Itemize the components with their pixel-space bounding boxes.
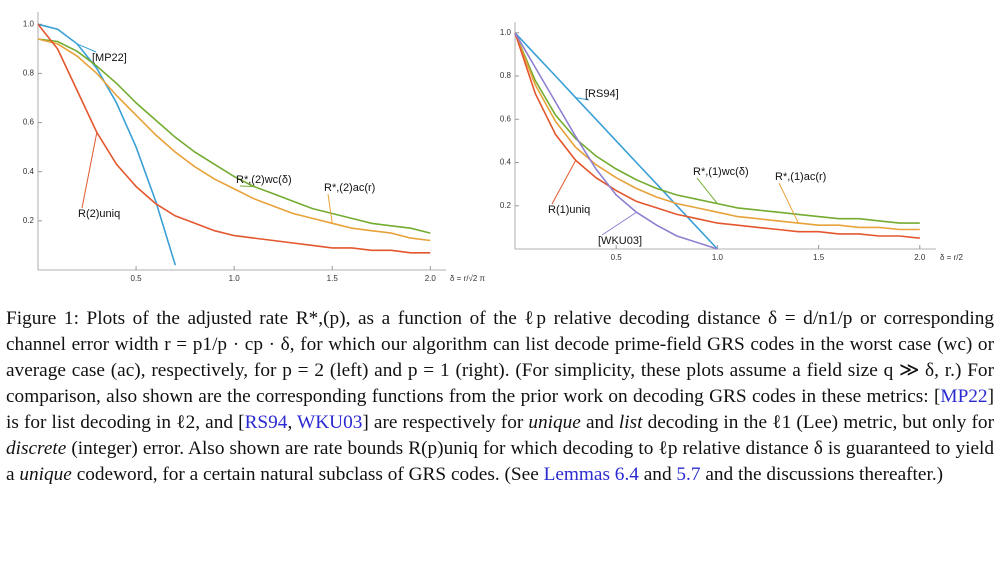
series-label: [WKU03] [598,235,642,247]
x-tick-label: 2.0 [914,253,926,262]
annotation-leader [327,193,333,224]
x-tick-label: 1.0 [229,274,241,283]
y-tick-label: 1.0 [23,19,35,28]
figure: 0.2 0.4 0.6 0.8 1.0 0.5 1.0 1.5 2.0 δ = r/√2 π [MP… [23,12,963,283]
caption-text: codeword, for a certain natural subclass… [71,464,544,485]
caption-text: , [287,412,298,433]
annotation-leader [696,177,718,204]
x-tick-label: 1.5 [327,274,339,283]
y-tick-label: 0.2 [23,216,35,225]
series-line [514,32,920,224]
caption-text: unique [19,464,72,485]
caption-text: unique [528,412,581,433]
caption-text: ] are respectively for [362,412,529,433]
series-label: R*,(1)wc(δ) [693,166,749,178]
series-line [37,38,431,242]
caption-text: ] is for list decoding in ℓ2, and [ [6,386,994,433]
y-tick-label: 1.0 [500,28,512,37]
series-line [37,38,431,234]
caption-link[interactable]: MP22 [940,386,988,407]
series-line [514,32,920,239]
caption-link[interactable]: WKU03 [297,412,363,433]
caption-text: and the discussions thereafter.) [700,464,944,485]
caption-link[interactable]: 5.7 [676,464,701,485]
series-label: R(2)uniq [78,208,120,220]
y-tick-label: 0.4 [23,167,35,176]
y-tick-label: 0.8 [500,71,512,80]
caption-text: and [580,412,619,433]
y-tick-label: 0.2 [500,201,512,210]
series-line [37,23,177,266]
x-tick-label: 1.5 [813,253,825,262]
caption-text: and [638,464,677,485]
y-tick-label: 0.4 [500,158,512,167]
caption-link[interactable]: Lemmas 6.4 [543,464,639,485]
annotation-leader [551,160,577,205]
series-label: R*,(1)ac(r) [775,171,826,183]
caption-text: list [618,412,643,433]
annotation-leader [601,211,637,236]
series-label: R*,(2)ac(r) [324,182,375,194]
series-label: [RS94] [585,88,619,100]
series-label: [MP22] [92,52,127,64]
caption-text: discrete [6,438,67,459]
series-label: R*,(2)wc(δ) [236,174,292,186]
annotation-leader [77,43,97,53]
series-line [514,32,718,250]
x-tick-label: 2.0 [425,274,437,283]
caption-text: Figure 1: Plots of the adjusted rate R*,… [6,308,994,407]
x-tick-label: 1.0 [712,253,724,262]
caption-link[interactable]: RS94 [244,412,288,433]
x-tick-label: 0.5 [611,253,623,262]
y-tick-label: 0.6 [23,118,35,127]
caption-text: decoding in the ℓ1 (Lee) metric, but onl… [642,412,994,433]
x-axis-label: δ = r/√2 π [450,274,486,283]
x-axis-label: δ = r/2 [940,253,963,262]
caption-text: (integer) error. Also shown are rate bou… [6,438,994,485]
caption: Figure 1: Plots of the adjusted rate R*,… [6,306,994,488]
series-label: R(1)uniq [548,204,590,216]
series-line [37,23,431,254]
y-tick-label: 0.6 [500,114,512,123]
series-line [514,32,718,250]
annotation-leader [778,182,799,224]
annotation-leader [81,132,98,209]
series-line [514,32,920,231]
y-tick-label: 0.8 [23,69,35,78]
annotation-leader [575,97,590,101]
x-tick-label: 0.5 [131,274,143,283]
